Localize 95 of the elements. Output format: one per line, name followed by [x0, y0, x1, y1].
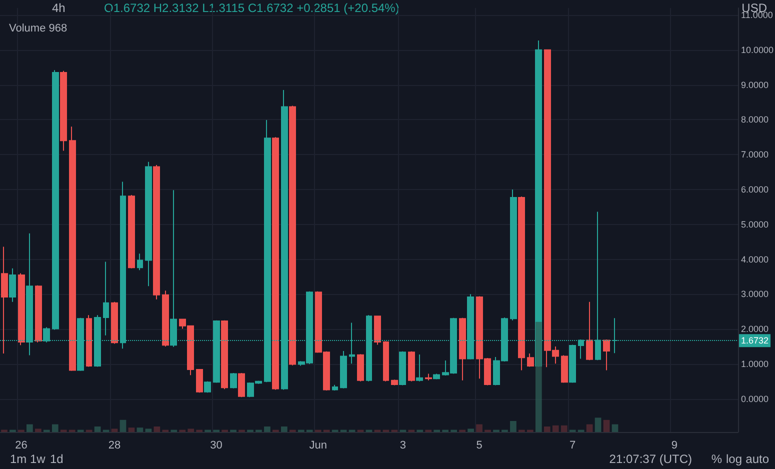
candlestick: [332, 384, 338, 391]
candlestick: [383, 340, 389, 382]
y-tick-label: 4.0000: [741, 254, 769, 264]
chart-title: Volume 968: [9, 22, 68, 34]
bar: [544, 426, 550, 432]
text: auto: [746, 452, 770, 466]
candlestick: [586, 301, 593, 361]
bar: [535, 322, 542, 432]
y-tick-label: 9.0000: [741, 80, 769, 90]
text: %: [711, 452, 722, 466]
candlestick: [238, 372, 245, 398]
candlestick: [18, 272, 25, 346]
candlestick: [289, 105, 296, 366]
candlestick: [69, 126, 76, 372]
x-tick-label: 5: [476, 440, 482, 452]
bar: [510, 420, 516, 432]
candlestick: [391, 379, 398, 386]
candlestick: [128, 194, 135, 269]
candlestick: [204, 380, 211, 394]
ref-line-label: 1.6732: [741, 336, 769, 346]
bar: [34, 428, 42, 432]
bar: [52, 424, 58, 432]
candlestick: [111, 301, 118, 344]
candlestick: [272, 136, 279, 390]
y-tick-label: 10.0000: [741, 44, 774, 55]
text: log: [726, 452, 742, 466]
y-tick-label: 3.0000: [741, 289, 769, 300]
x-tick-label: 30: [210, 440, 222, 452]
x-tick-label: 9: [671, 440, 678, 452]
bar: [552, 425, 559, 432]
bar: [94, 426, 101, 432]
candlestick: [569, 344, 576, 384]
bar: [128, 428, 135, 432]
text: 1m: [10, 452, 27, 466]
annotation: O1.6732 H2.3132 L1.3115 C1.6732 +0.2851 (+20.54%): [104, 1, 400, 15]
bar: [468, 428, 474, 432]
candlestick: [416, 354, 423, 382]
candlestick: [103, 261, 109, 336]
x-tick-label: Jun: [309, 440, 327, 452]
y-tick-label: 8.0000: [741, 114, 769, 125]
text: 1w: [30, 452, 46, 466]
x-tick-label: 26: [15, 440, 28, 452]
text: 1d: [50, 452, 64, 466]
candlestick: [35, 284, 42, 343]
bar: [154, 426, 160, 432]
y-tick-label: 7.0000: [741, 150, 769, 160]
candlestick: [52, 70, 59, 330]
candlestick: [561, 354, 568, 384]
y-tick-label: 5.0000: [741, 219, 769, 230]
candlestick: [425, 373, 432, 381]
candlestick: [196, 369, 203, 394]
candlestick: [230, 372, 237, 389]
candlestick: [433, 373, 440, 380]
candlestick: [510, 188, 517, 321]
candlestick: [60, 70, 67, 152]
candlestick: [603, 339, 610, 371]
candlestick: [527, 352, 534, 368]
bar: [476, 424, 482, 432]
x-tick-label: 3: [400, 440, 406, 452]
candlestick: [340, 350, 347, 389]
bar: [586, 424, 593, 432]
candlestick: [374, 315, 381, 346]
bar: [594, 418, 602, 432]
candlestick: [357, 354, 364, 382]
candlestick: [86, 314, 92, 368]
candlestick: [1, 246, 8, 354]
candlestick: [145, 161, 152, 287]
candlestick: [518, 196, 525, 371]
bar: [111, 428, 118, 432]
bar: [560, 425, 568, 432]
bar: [603, 420, 610, 432]
bar: [188, 428, 194, 432]
bar: [280, 426, 288, 432]
text: 21:07:37 (UTC): [609, 452, 692, 466]
bar: [612, 424, 618, 432]
y-tick-label: 2.0000: [741, 324, 769, 334]
candlestick: [408, 350, 415, 382]
x-tick-label: 7: [570, 440, 576, 452]
bar: [26, 424, 33, 432]
y-tick-label: 1.0000: [741, 358, 769, 369]
candlestick: [137, 253, 143, 271]
candlestick: [221, 320, 228, 390]
bar: [120, 420, 126, 432]
candlestick: [162, 290, 169, 347]
candlestick: [9, 268, 16, 302]
candlestick: [399, 350, 406, 386]
y-tick-label: 0.0000: [741, 394, 769, 404]
bar: [145, 428, 152, 432]
candlestick: [459, 317, 466, 381]
y-tick-label: 6.0000: [741, 184, 769, 194]
bar: [136, 428, 144, 432]
bar: [264, 426, 270, 432]
candlestick: [153, 164, 160, 300]
annotation: 4h: [52, 1, 66, 15]
x-tick-label: 28: [108, 440, 121, 452]
